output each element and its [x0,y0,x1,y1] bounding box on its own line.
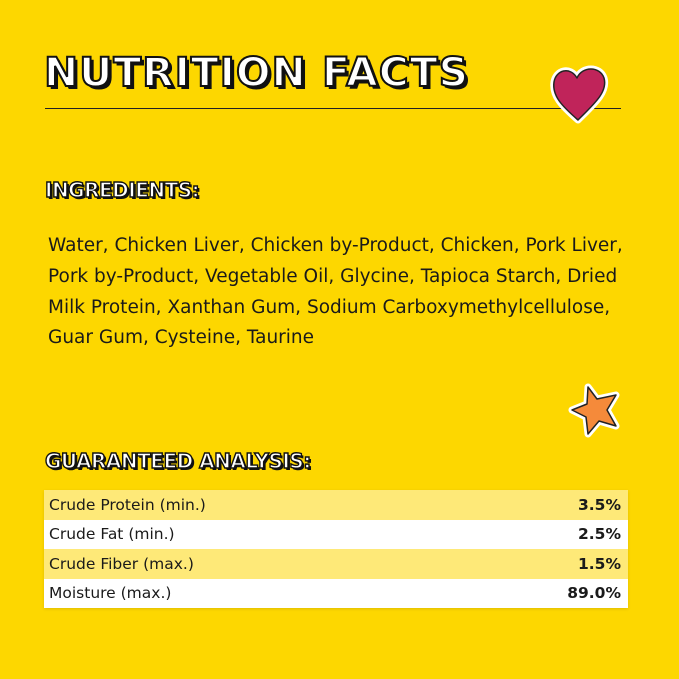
row-label: Crude Fiber (max.) [49,554,194,573]
table-row: Crude Protein (min.) 3.5% [44,490,628,520]
table-row: Crude Fiber (max.) 1.5% [44,549,628,579]
analysis-heading: GUARANTEED ANALYSIS: [44,448,312,473]
page-title: NUTRITION FACTS [43,49,469,97]
ingredients-heading: INGREDIENTS: [44,177,200,202]
row-value: 1.5% [578,554,621,573]
heart-icon [550,65,609,124]
row-value: 2.5% [578,525,621,544]
row-label: Crude Fat (min.) [49,525,175,544]
row-label: Moisture (max.) [49,584,172,603]
analysis-table: Crude Protein (min.) 3.5% Crude Fat (min.… [44,490,628,608]
title-divider [45,108,621,109]
row-label: Crude Protein (min.) [49,495,206,514]
ingredients-text: Water, Chicken Liver, Chicken by-Product… [48,235,623,349]
row-value: 89.0% [567,584,621,603]
star-icon [568,383,620,438]
table-row: Moisture (max.) 89.0% [44,578,628,608]
table-row: Crude Fat (min.) 2.5% [44,519,628,549]
row-value: 3.5% [578,495,621,514]
